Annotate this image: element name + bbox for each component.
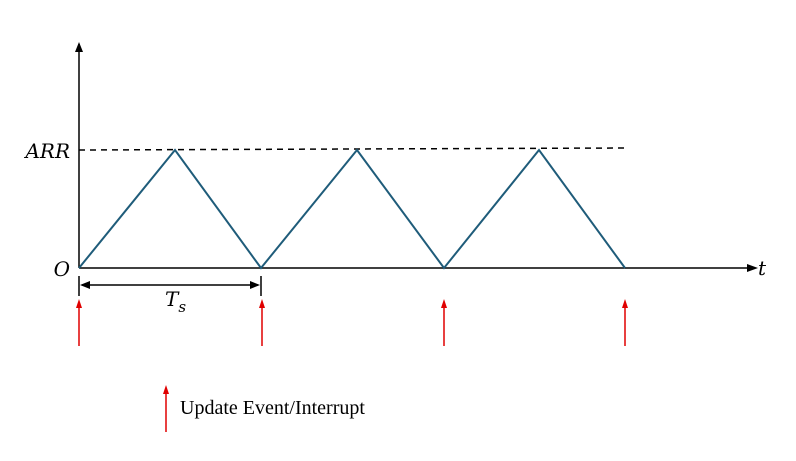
triangle-waveform — [78, 148, 626, 270]
arr-label: ARR — [23, 139, 70, 163]
legend-label: Update Event/Interrupt — [180, 397, 365, 419]
period-arrowhead-left — [80, 281, 90, 289]
origin-label: O — [54, 257, 70, 281]
legend-arrowhead — [163, 385, 169, 394]
update-event-arrowhead — [76, 299, 82, 308]
time-axis-label: t — [758, 256, 767, 280]
update-event-arrowhead — [259, 299, 265, 308]
update-event-arrowhead — [441, 299, 447, 308]
arr-dashed-line — [78, 147, 626, 151]
period-label: Ts — [165, 287, 186, 316]
period-arrowhead-right — [250, 281, 260, 289]
update-event-arrowhead — [622, 299, 628, 308]
period-label-subscript: s — [178, 298, 186, 316]
x-axis-arrowhead — [747, 264, 758, 272]
y-axis-arrowhead — [75, 42, 83, 52]
